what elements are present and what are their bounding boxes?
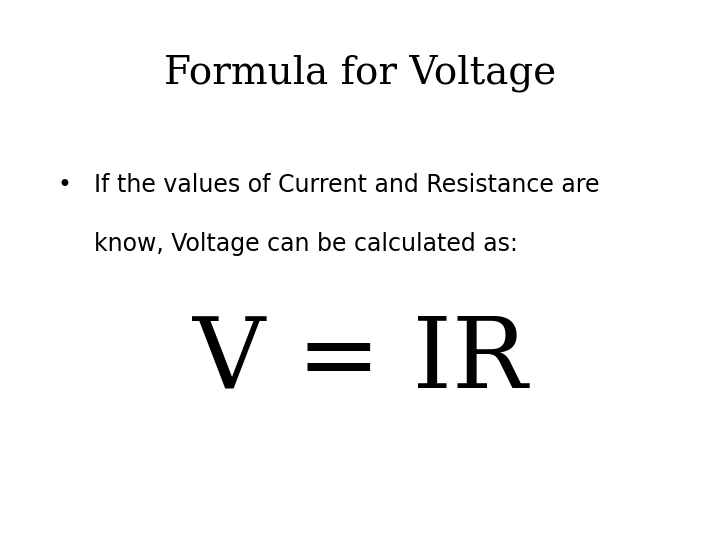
- Text: •: •: [58, 173, 71, 197]
- Text: Formula for Voltage: Formula for Voltage: [164, 54, 556, 91]
- Text: V = IR: V = IR: [193, 313, 527, 409]
- Text: If the values of Current and Resistance are: If the values of Current and Resistance …: [94, 173, 599, 197]
- Text: know, Voltage can be calculated as:: know, Voltage can be calculated as:: [94, 232, 518, 256]
